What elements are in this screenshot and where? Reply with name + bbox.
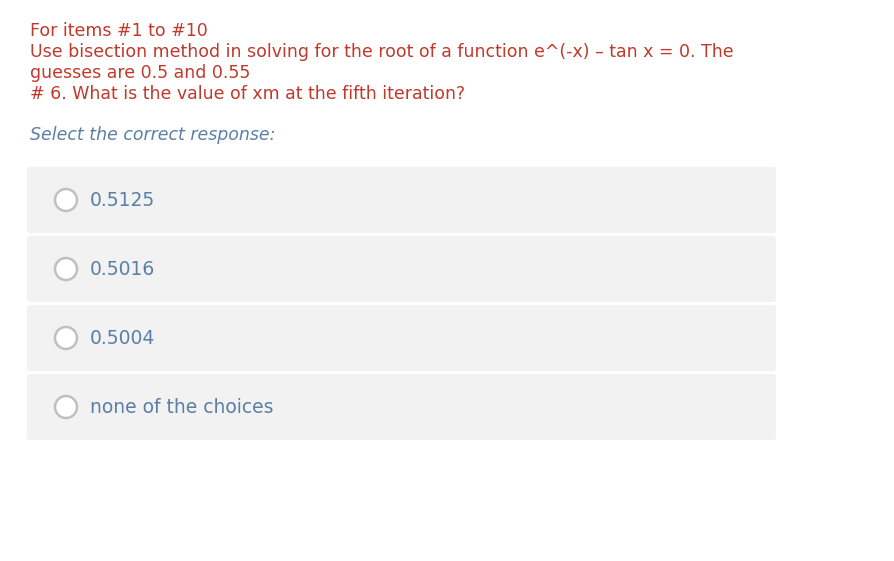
Text: # 6. What is the value of xm at the fifth iteration?: # 6. What is the value of xm at the fift… — [30, 85, 465, 103]
Text: 0.5125: 0.5125 — [90, 191, 155, 209]
FancyBboxPatch shape — [27, 167, 775, 233]
FancyBboxPatch shape — [27, 305, 775, 371]
Circle shape — [55, 327, 77, 349]
FancyBboxPatch shape — [27, 236, 775, 302]
Circle shape — [55, 396, 77, 418]
Text: Select the correct response:: Select the correct response: — [30, 126, 275, 144]
Text: guesses are 0.5 and 0.55: guesses are 0.5 and 0.55 — [30, 64, 250, 82]
Text: none of the choices: none of the choices — [90, 398, 274, 416]
Circle shape — [55, 189, 77, 211]
Text: For items #1 to #10: For items #1 to #10 — [30, 22, 207, 40]
Circle shape — [55, 258, 77, 280]
Text: 0.5016: 0.5016 — [90, 260, 155, 278]
Text: Use bisection method in solving for the root of a function e^(-x) – tan x = 0. T: Use bisection method in solving for the … — [30, 43, 733, 61]
FancyBboxPatch shape — [27, 374, 775, 440]
Text: 0.5004: 0.5004 — [90, 329, 156, 347]
